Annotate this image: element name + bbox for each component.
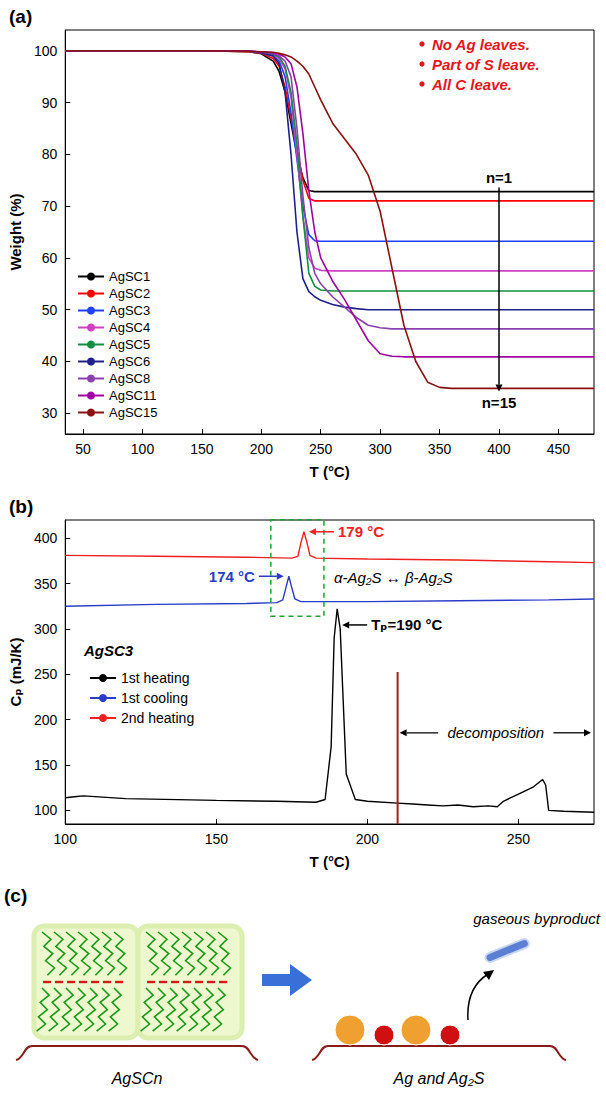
svg-text:250: 250 [34,666,58,682]
svg-text:100: 100 [34,802,58,818]
svg-text:150: 150 [190,441,214,457]
svg-text:350: 350 [34,576,58,592]
svg-text:200: 200 [34,712,58,728]
svg-text:AgSC15: AgSC15 [109,405,157,420]
svg-text:Tₚ=190 °C: Tₚ=190 °C [371,616,442,633]
svg-text:AgSC8: AgSC8 [109,371,150,386]
svg-text:AgSC1: AgSC1 [109,269,150,284]
svg-text:100: 100 [54,831,78,847]
svg-text:400: 400 [487,441,511,457]
svg-text:150: 150 [34,757,58,773]
svg-text:(b): (b) [9,496,33,517]
svg-text:Part of S leave.: Part of S leave. [432,56,540,73]
svg-text:300: 300 [34,621,58,637]
svg-text:decomposition: decomposition [447,724,544,741]
svg-text:150: 150 [205,831,229,847]
svg-text:50: 50 [75,441,91,457]
svg-text:gaseous byproduct: gaseous byproduct [473,910,601,927]
svg-text:200: 200 [356,831,380,847]
svg-text:200: 200 [250,441,274,457]
svg-text:174 °C: 174 °C [209,568,255,585]
svg-text:AgSC3: AgSC3 [109,303,150,318]
svg-text:250: 250 [507,831,531,847]
svg-text:AgSC5: AgSC5 [109,337,150,352]
svg-text:1st heating: 1st heating [121,670,190,686]
svg-text:2nd heating: 2nd heating [121,710,194,726]
svg-text:α-Ag₂S ↔ β-Ag₂S: α-Ag₂S ↔ β-Ag₂S [334,569,453,586]
svg-text:90: 90 [42,95,58,111]
svg-text:300: 300 [368,441,392,457]
svg-text:T (°C): T (°C) [310,463,350,480]
svg-text:AgSCn: AgSCn [111,1070,163,1087]
svg-text:80: 80 [42,146,58,162]
svg-text:(c): (c) [4,885,27,906]
svg-text:450: 450 [547,441,571,457]
svg-text:No Ag leaves.: No Ag leaves. [432,36,530,53]
svg-text:AgSC11: AgSC11 [109,388,156,403]
svg-text:30: 30 [42,405,58,421]
svg-text:AgSC4: AgSC4 [109,320,150,335]
svg-text:All C leave.: All C leave. [431,76,512,93]
svg-text:Weight (%): Weight (%) [7,193,24,270]
svg-text:(a): (a) [9,6,32,27]
svg-text:400: 400 [34,530,58,546]
svg-text:350: 350 [428,441,452,457]
svg-text:n=1: n=1 [486,169,512,186]
svg-text:60: 60 [42,250,58,266]
svg-text:100: 100 [34,43,58,59]
svg-text:AgSC6: AgSC6 [109,354,150,369]
svg-text:179 °C: 179 °C [338,523,384,540]
svg-text:AgSC2: AgSC2 [109,286,150,301]
svg-text:70: 70 [42,198,58,214]
svg-text:Cₚ (mJ/K): Cₚ (mJ/K) [7,638,24,707]
svg-text:40: 40 [42,353,58,369]
svg-text:Ag and Ag₂S: Ag and Ag₂S [393,1070,485,1087]
svg-text:n=15: n=15 [482,394,517,411]
svg-text:50: 50 [42,302,58,318]
svg-text:1st cooling: 1st cooling [121,690,188,706]
svg-text:250: 250 [309,441,333,457]
svg-text:100: 100 [131,441,155,457]
svg-text:AgSC3: AgSC3 [83,642,134,659]
svg-text:T (°C): T (°C) [310,853,350,870]
